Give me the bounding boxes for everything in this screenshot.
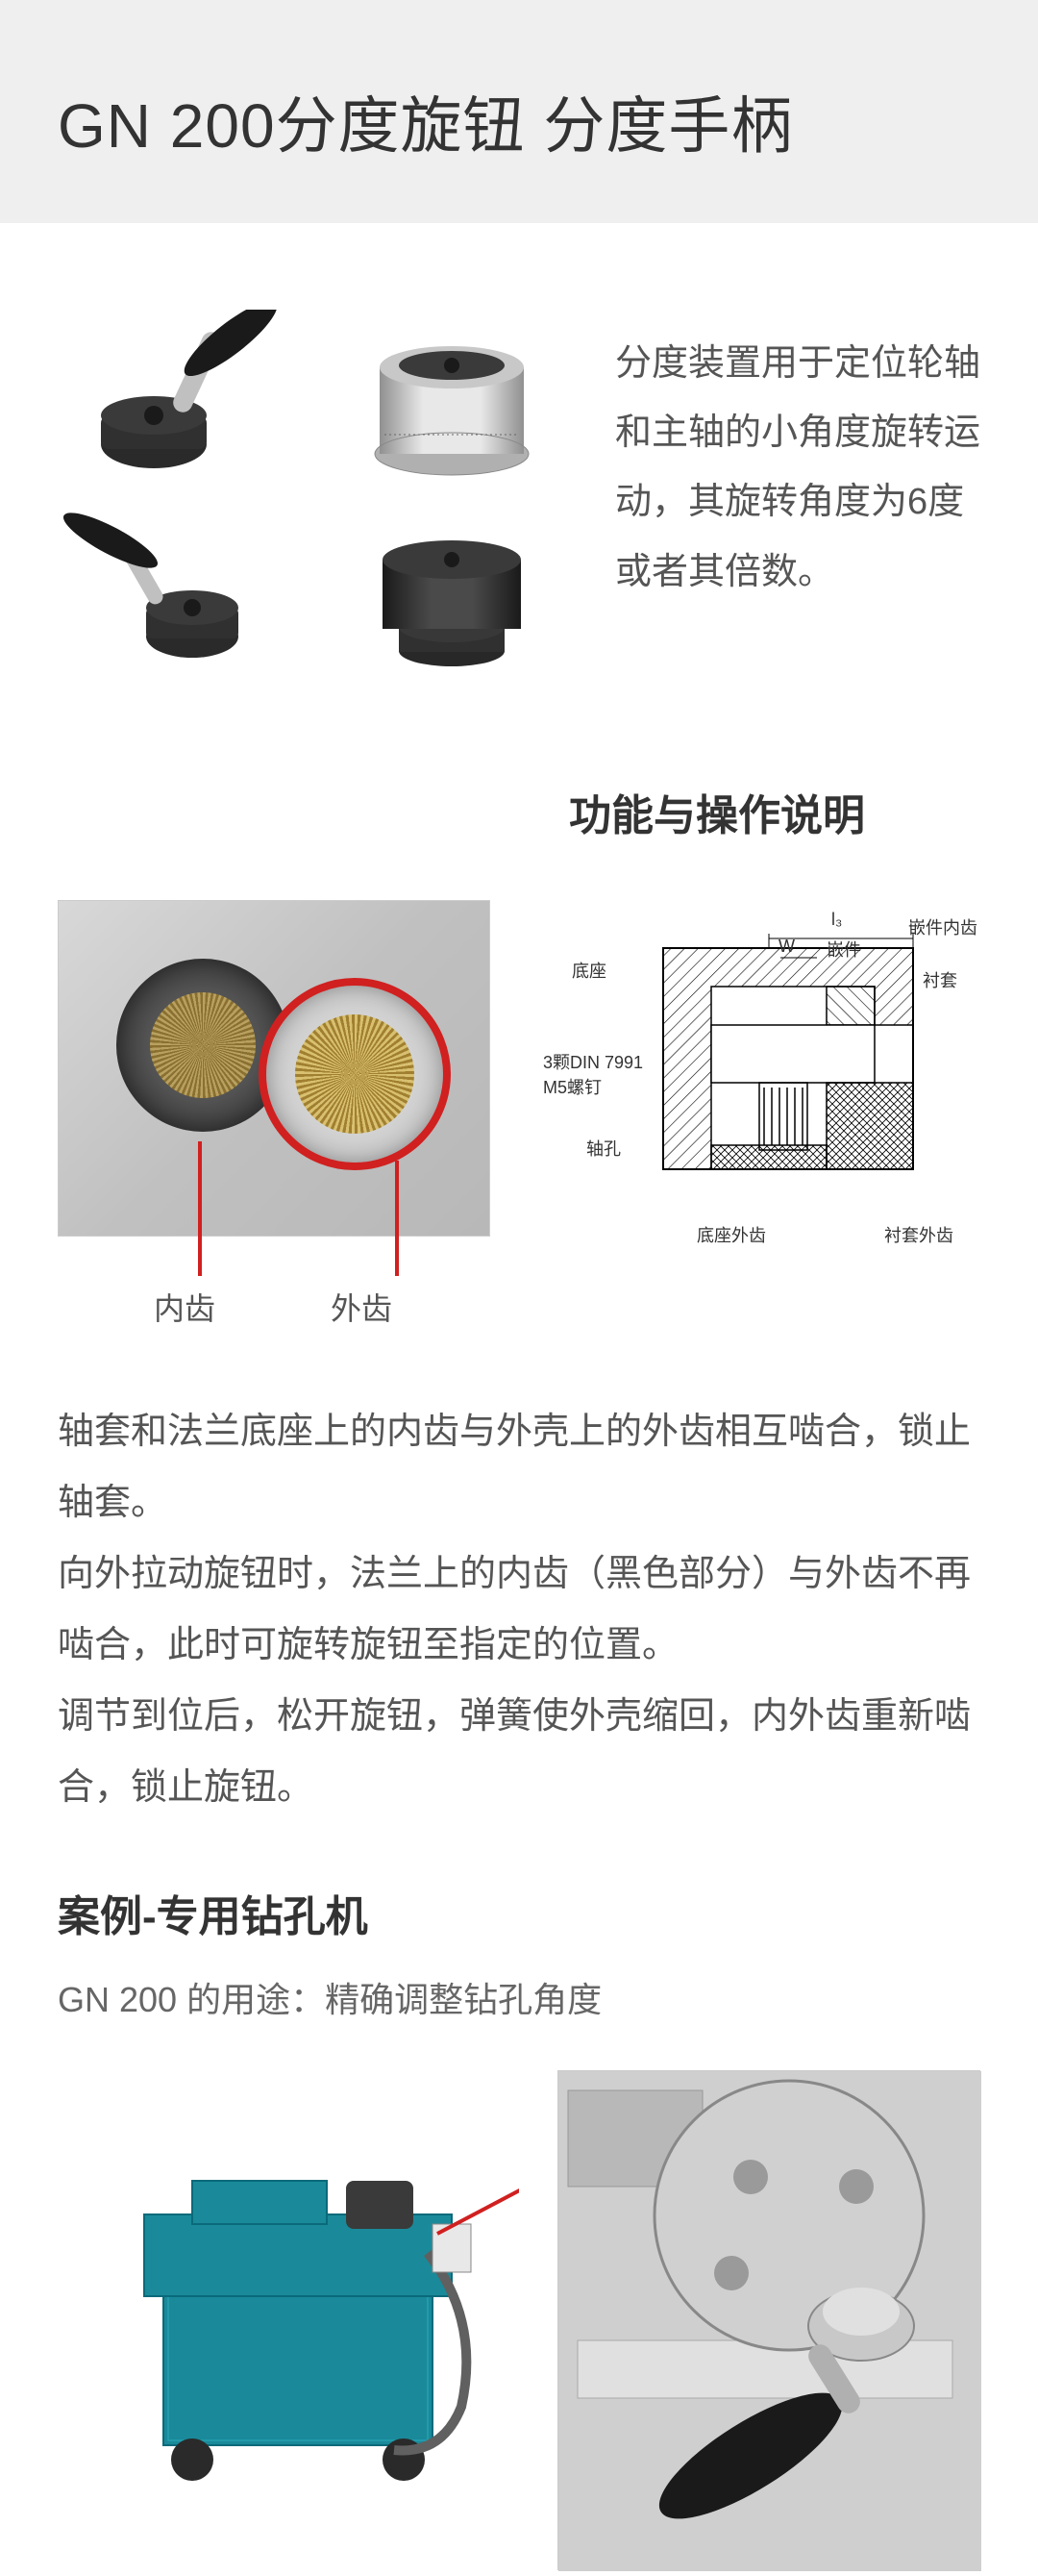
intro-text: 分度装置用于定位轮轴和主轴的小角度旋转运动，其旋转角度为6度或者其倍数。 xyxy=(615,310,980,675)
diagram-label-screws: 3颗DIN 7991 M5螺钉 xyxy=(543,1049,643,1099)
diagram-label-bushing: 衬套 xyxy=(923,967,957,992)
diagram-label-insert: 嵌件 xyxy=(827,937,861,962)
product-thumb-handle-bottom xyxy=(58,502,308,675)
page-header: GN 200分度旋钮 分度手柄 xyxy=(0,0,1038,223)
closeup-image xyxy=(557,2070,980,2570)
photo-labels-row: 内齿 外齿 xyxy=(58,1285,519,1329)
product-thumb-silver-dial xyxy=(327,310,577,483)
product-thumb-black-knob xyxy=(327,502,577,675)
drilling-machine-image xyxy=(58,2128,519,2513)
photo-label-inner: 内齿 xyxy=(154,1285,215,1329)
diagram-label-shaft-hole: 轴孔 xyxy=(586,1136,621,1161)
diagram-label-l3: l₃ xyxy=(831,910,842,930)
case-title: 案例-专用钻孔机 xyxy=(58,1882,980,1943)
operation-body-text: 轴套和法兰底座上的内齿与外壳上的外齿相互啮合，锁止轴套。 向外拉动旋钮时，法兰上… xyxy=(58,1396,980,1824)
photo-label-outer: 外齿 xyxy=(331,1285,392,1329)
technical-diagram: 底座 l₃ W 嵌件 嵌件内齿 衬套 3颗DIN 7991 M5螺钉 轴孔 底座… xyxy=(529,900,980,1256)
page-title: GN 200分度旋钮 分度手柄 xyxy=(58,77,980,165)
intro-row: 分度装置用于定位轮轴和主轴的小角度旋转运动，其旋转角度为6度或者其倍数。 xyxy=(58,310,980,675)
diagram-label-base-outer-teeth: 底座外齿 xyxy=(697,1222,766,1247)
section-title-operation: 功能与操作说明 xyxy=(58,781,980,842)
diagram-label-insert-inner-teeth: 嵌件内齿 xyxy=(908,914,977,939)
product-thumbnails xyxy=(58,310,577,675)
diagram-label-base: 底座 xyxy=(572,958,606,983)
diagram-label-bushing-outer-teeth: 衬套外齿 xyxy=(884,1222,953,1247)
teeth-photo xyxy=(58,900,490,1237)
main-content: 分度装置用于定位轮轴和主轴的小角度旋转运动，其旋转角度为6度或者其倍数。 功能与… xyxy=(0,223,1038,2570)
product-thumb-handle-top xyxy=(58,310,308,483)
diagram-row: 底座 l₃ W 嵌件 嵌件内齿 衬套 3颗DIN 7991 M5螺钉 轴孔 底座… xyxy=(58,900,980,1256)
case-subtitle: GN 200 的用途：精确调整钻孔角度 xyxy=(58,1972,980,2022)
case-images-row xyxy=(58,2070,980,2570)
diagram-label-w: W xyxy=(778,937,795,957)
